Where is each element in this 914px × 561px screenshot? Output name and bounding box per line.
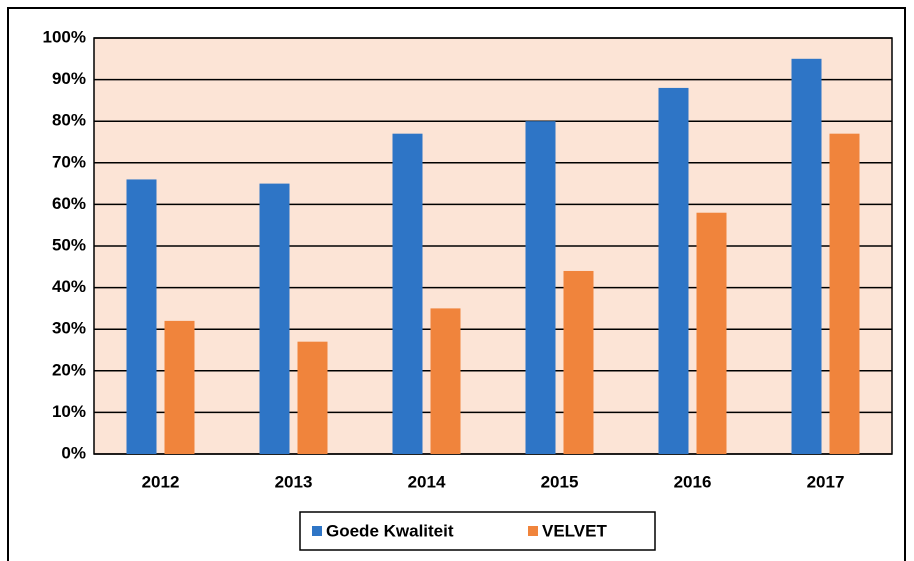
x-tick-label: 2015 bbox=[541, 472, 579, 491]
chart-frame bbox=[7, 7, 906, 561]
y-tick-label: 80% bbox=[52, 111, 86, 130]
bar bbox=[658, 87, 689, 455]
bar bbox=[829, 133, 860, 454]
legend-swatch bbox=[312, 526, 322, 536]
y-tick-label: 50% bbox=[52, 235, 86, 254]
bar bbox=[430, 308, 461, 454]
legend-box bbox=[299, 511, 656, 551]
y-tick-label: 70% bbox=[52, 152, 86, 171]
bar bbox=[791, 58, 822, 455]
bar bbox=[126, 179, 157, 454]
x-tick-label: 2017 bbox=[807, 472, 845, 491]
legend-label: Goede Kwaliteit bbox=[326, 521, 454, 540]
legend-label: VELVET bbox=[542, 521, 607, 540]
y-tick-label: 0% bbox=[61, 443, 86, 462]
y-tick-label: 40% bbox=[52, 277, 86, 296]
y-tick-label: 90% bbox=[52, 69, 86, 88]
y-tick-label: 10% bbox=[52, 402, 86, 421]
legend-swatch bbox=[528, 526, 538, 536]
bar bbox=[696, 212, 727, 454]
x-tick-label: 2012 bbox=[142, 472, 180, 491]
x-tick-label: 2013 bbox=[275, 472, 313, 491]
bar bbox=[259, 183, 290, 454]
x-tick-label: 2016 bbox=[674, 472, 712, 491]
bar bbox=[392, 133, 423, 454]
bar bbox=[525, 121, 556, 454]
bar bbox=[164, 320, 195, 454]
y-tick-label: 60% bbox=[52, 194, 86, 213]
x-tick-label: 2014 bbox=[408, 472, 446, 491]
y-tick-label: 30% bbox=[52, 319, 86, 338]
bar bbox=[297, 341, 328, 454]
y-tick-label: 20% bbox=[52, 360, 86, 379]
bar bbox=[563, 270, 594, 454]
y-tick-label: 100% bbox=[43, 27, 86, 46]
